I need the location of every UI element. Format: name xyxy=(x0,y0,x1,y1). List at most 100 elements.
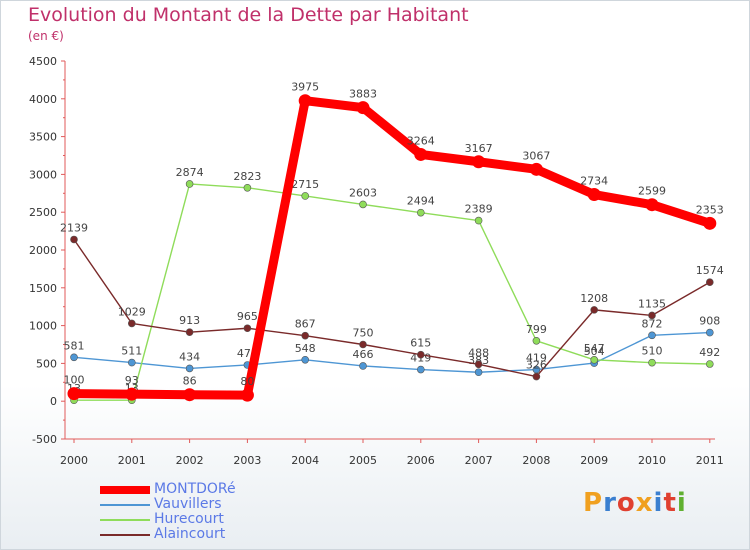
x-tick-label: 2003 xyxy=(233,454,261,467)
data-point xyxy=(705,278,714,287)
data-point xyxy=(128,358,136,367)
data-label: 3264 xyxy=(407,134,435,147)
series-line xyxy=(73,331,711,373)
data-label: 2599 xyxy=(638,185,666,198)
series-line xyxy=(69,96,715,400)
data-point xyxy=(587,188,601,202)
series-line xyxy=(73,183,711,401)
data-point xyxy=(474,360,483,369)
series-vauvillers: 581511434479548466419383419504872908 xyxy=(64,315,720,377)
logo-letter: i xyxy=(676,488,687,518)
data-label: 3067 xyxy=(522,149,550,162)
data-label: 913 xyxy=(179,314,200,327)
data-point xyxy=(298,94,312,108)
data-label: 488 xyxy=(468,346,489,359)
data-label: 2874 xyxy=(176,166,204,179)
legend-swatch xyxy=(100,485,150,494)
data-point xyxy=(185,364,194,373)
x-tick-label: 2009 xyxy=(580,454,608,467)
legend-label: MONTDORé xyxy=(154,481,236,497)
data-label: 86 xyxy=(183,375,197,388)
data-label: 2603 xyxy=(349,186,377,199)
data-point xyxy=(359,362,367,370)
data-point xyxy=(356,101,370,115)
data-point xyxy=(532,336,541,345)
data-label: 2823 xyxy=(233,170,261,183)
data-point xyxy=(70,353,78,362)
x-tick-label: 2002 xyxy=(176,454,204,467)
x-tick-label: 2011 xyxy=(696,454,724,467)
y-tick-label: 4000 xyxy=(29,93,57,106)
y-tick-label: 4500 xyxy=(29,55,57,68)
data-label: 80 xyxy=(240,375,254,388)
proxiti-logo: Proxiti xyxy=(583,488,687,518)
data-label: 1574 xyxy=(696,264,724,277)
logo-letter: i xyxy=(653,488,664,518)
y-tick-label: 0 xyxy=(50,395,57,408)
data-label: 581 xyxy=(64,339,85,352)
data-point xyxy=(474,368,483,377)
data-label: 3883 xyxy=(349,88,377,101)
data-point xyxy=(529,162,543,176)
data-point xyxy=(474,216,483,225)
y-tick-label: 2500 xyxy=(29,206,57,219)
data-label: 2389 xyxy=(465,203,493,216)
legend-swatch xyxy=(100,518,150,521)
data-label: 3167 xyxy=(465,142,493,155)
series-alaincourt: 2139 1029 913 965 867 750 615 488 326 1208 1135 157… xyxy=(60,221,724,381)
legend-item: Alaincourt xyxy=(100,527,236,542)
data-label: 510 xyxy=(642,345,663,358)
series-line xyxy=(73,238,711,378)
data-point xyxy=(416,365,425,374)
data-point xyxy=(703,216,717,230)
data-point xyxy=(705,360,714,368)
data-label: 965 xyxy=(237,310,258,323)
data-label: 1135 xyxy=(638,297,666,310)
data-label: 2715 xyxy=(291,178,319,191)
data-point xyxy=(243,324,252,333)
y-tick-label: -500 xyxy=(32,433,57,446)
data-label: 492 xyxy=(699,346,720,359)
legend-swatch xyxy=(100,533,150,536)
data-label: 100 xyxy=(64,374,85,387)
data-point xyxy=(183,388,197,402)
logo-letter: r xyxy=(603,488,617,518)
data-label: 434 xyxy=(179,350,200,363)
data-label: 504 xyxy=(584,345,605,358)
x-tick-label: 2000 xyxy=(60,454,88,467)
data-label: 2139 xyxy=(60,221,88,234)
x-tick-label: 2001 xyxy=(118,454,146,467)
data-label: 419 xyxy=(526,352,547,365)
data-point xyxy=(70,235,78,244)
data-label: 548 xyxy=(295,342,316,355)
chart-subtitle: (en €) xyxy=(28,29,64,43)
chart-title: Evolution du Montant de la Dette par Hab… xyxy=(28,4,469,26)
data-point xyxy=(67,387,81,401)
data-label: 1208 xyxy=(580,292,608,305)
legend-item: MONTDORé xyxy=(100,482,236,497)
legend-label: Alaincourt xyxy=(154,526,226,542)
data-label: 3975 xyxy=(291,81,319,94)
series-montdor-: 100 93 86 80 3975 3883 3264 3167 3067 2734 2599 235… xyxy=(64,81,724,402)
data-point xyxy=(414,147,428,161)
y-tick-label: 1500 xyxy=(29,282,57,295)
logo-letter: o xyxy=(616,488,636,518)
data-point xyxy=(416,350,425,359)
y-tick-label: 2000 xyxy=(29,244,57,257)
data-point xyxy=(590,306,599,314)
data-label: 2494 xyxy=(407,195,435,208)
y-tick-label: 3500 xyxy=(29,131,57,144)
data-point xyxy=(648,311,656,320)
data-point xyxy=(416,208,425,217)
logo-letter: x xyxy=(635,488,654,518)
data-point xyxy=(301,192,310,200)
data-label: 799 xyxy=(526,323,547,336)
data-label: 93 xyxy=(125,374,139,387)
data-label: 466 xyxy=(353,348,374,361)
data-label: 326 xyxy=(526,359,547,372)
data-point xyxy=(359,340,367,349)
data-point xyxy=(185,180,194,188)
legend-swatch xyxy=(100,503,150,506)
data-point xyxy=(243,183,252,192)
